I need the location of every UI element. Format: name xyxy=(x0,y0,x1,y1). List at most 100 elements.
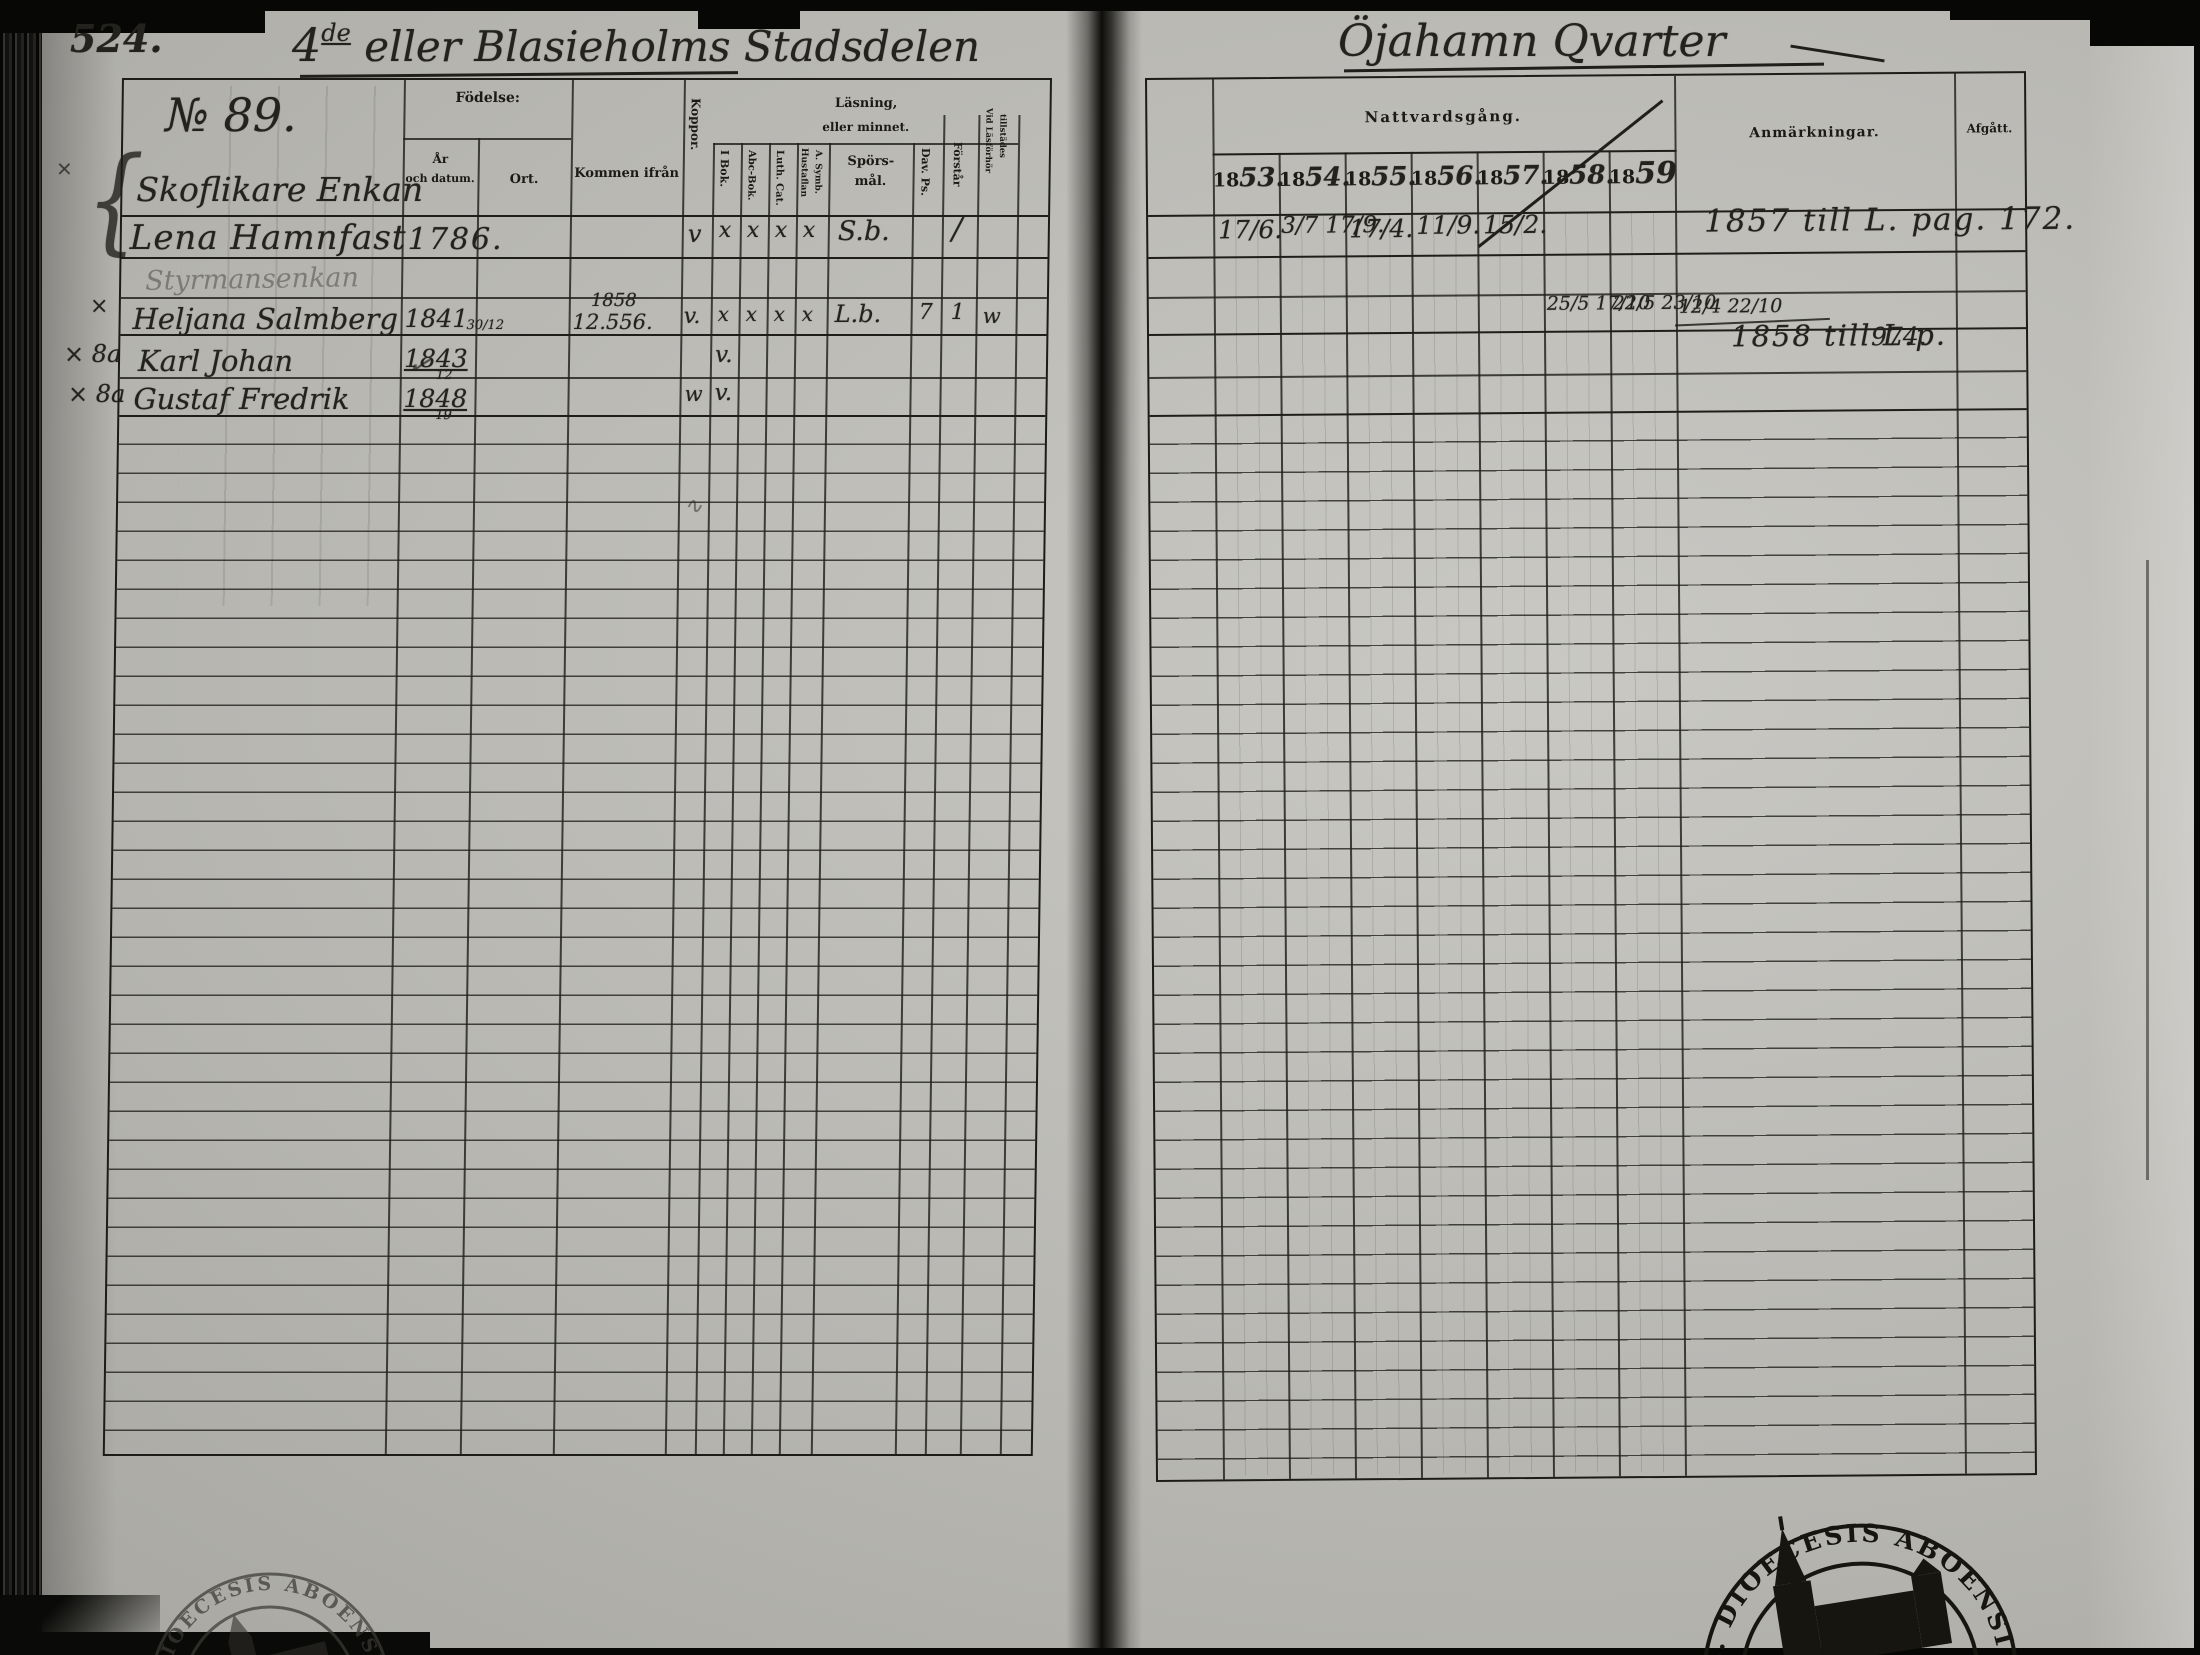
right-page-title: Öjahamn Qvarter xyxy=(1338,16,1726,67)
communion-date: 12/4 22/10 xyxy=(1678,295,1783,318)
reading-mark: x xyxy=(801,302,814,326)
column-header-vid-lasforhor: Vid Läsförhör xyxy=(982,108,994,173)
column-header-hustaflan: Hustaflan xyxy=(798,148,810,198)
column-header-tillstades: tillstädes xyxy=(996,114,1008,158)
column-header-sporsmal-1: Spörs- xyxy=(847,154,895,169)
column-header-ort: Ort. xyxy=(509,172,539,187)
year-printed: 18 xyxy=(1278,168,1306,191)
group-header-lasning: Läsning, xyxy=(834,96,898,111)
communion-date: 17/6. xyxy=(1218,214,1283,245)
column-header-koppor: Koppor. xyxy=(687,98,703,151)
left-page-title: 4de eller Blasieholms Stadsdelen xyxy=(292,18,980,72)
reading-mark: L.b. xyxy=(834,300,882,328)
communion-table-right: Nattvardsgång. Anmärkningar. Afgått. 185… xyxy=(1145,71,2076,1482)
year-printed: 18 xyxy=(1608,166,1636,189)
stray-squiggle: ∿ xyxy=(683,494,703,519)
reading-mark: 7 xyxy=(918,300,933,325)
reading-mark: w xyxy=(684,382,703,406)
church-icon xyxy=(1772,1516,1953,1655)
header-line xyxy=(403,138,572,140)
column-header-fodelse: Födelse: xyxy=(455,90,521,106)
entry-birth-lena: 1786. xyxy=(407,222,504,257)
entry-from-helena-page: 12.556. xyxy=(572,310,653,334)
entry-pencil-styrmansenkan: Styrmansenkan xyxy=(145,262,359,297)
reading-mark: v. xyxy=(683,304,701,329)
stamp-text-left: L. DIOECESIS ABOENSIS. xyxy=(114,1516,388,1655)
reading-mark: v xyxy=(687,220,702,248)
communion-date: 11/9. xyxy=(1416,210,1481,240)
years-top-line xyxy=(1212,149,1677,156)
reading-mark: ∕ xyxy=(951,212,963,247)
margin-brace: { xyxy=(86,132,145,267)
communion-date: 17/4. xyxy=(1349,213,1414,244)
year-printed: 18 xyxy=(1476,167,1504,190)
church-icon xyxy=(228,1614,340,1655)
svg-text:L. DIOECESIS ABOENSIS.: L. DIOECESIS ABOENSIS. xyxy=(114,1516,388,1655)
reading-mark: w xyxy=(982,304,1001,328)
reading-mark: v. xyxy=(714,380,733,406)
year-written: 59 xyxy=(1635,155,1678,192)
reading-mark: x xyxy=(774,218,788,243)
reading-mark: x xyxy=(718,218,732,243)
entry-birth-gustaf-frac: 19 xyxy=(435,408,452,423)
margin-x-mark: × xyxy=(56,156,73,180)
household-examination-table-left: № 89. Födelse: År och datum. Ort. Kommen… xyxy=(102,78,1052,1456)
record-number: № 89. xyxy=(165,88,298,142)
group-header-nattvardsgang: Nattvardsgång. xyxy=(1364,107,1523,127)
year-header-1856: 1856. xyxy=(1410,161,1483,192)
entry-birth-karl-frac: 12 xyxy=(435,368,453,383)
reading-mark: x xyxy=(802,218,816,243)
book-page-edges-left xyxy=(0,0,42,1655)
photo-corner-top-left xyxy=(0,0,265,33)
group-header-eller-minnet: eller minnet. xyxy=(822,120,910,134)
column-header-afgatt: Afgått. xyxy=(1966,121,2013,136)
margin-mark-row-e: × 8a xyxy=(64,340,122,368)
photo-corner-top-right2 xyxy=(2090,0,2200,46)
year-header-1859: 1859 xyxy=(1608,155,1678,192)
ruled-rows xyxy=(1149,409,2035,1480)
row-line xyxy=(120,297,1047,299)
column-header-sporsmal-2: mål. xyxy=(854,174,887,189)
photo-notch-top xyxy=(698,0,800,29)
column-header-abc-bok: Abc-Bok. xyxy=(745,150,757,201)
reading-mark: x xyxy=(773,302,786,326)
column-header-anmarkningar: Anmärkningar. xyxy=(1749,124,1880,142)
entry-occupation: Skoflikare Enkan xyxy=(136,170,424,209)
year-header-1853: 1853. xyxy=(1212,163,1285,194)
page-edge-crack xyxy=(2146,560,2149,1180)
district-number-suffix: de xyxy=(321,19,351,47)
entry-name-karl-johan: Karl Johan xyxy=(137,344,294,378)
stamp-dioecesis-aboensis-right: NL. DIOECESIS ABOENSIS. MAG. xyxy=(1686,1478,2021,1655)
column-header-forstar: Förstår xyxy=(950,142,965,187)
reading-mark: S.b. xyxy=(837,216,891,247)
entry-birth-helena: 1841 xyxy=(404,304,469,333)
margin-mark-row-d: × xyxy=(90,294,109,319)
column-header-luth-cat: Luth. Cat. xyxy=(773,150,785,206)
column-header-kommen-ifran: Kommen ifrån xyxy=(574,166,680,181)
entry-name-gustaf-fredrik: Gustaf Fredrik xyxy=(133,382,350,416)
page-number: 524. xyxy=(70,16,163,61)
ruled-rows xyxy=(104,416,1046,1454)
photo-border-top xyxy=(0,0,2200,11)
reading-mark: x xyxy=(746,218,760,243)
margin-mark-row-f: × 8a xyxy=(68,380,126,408)
year-printed: 18 xyxy=(1212,169,1240,192)
column-header-a-symb: A. Symb. xyxy=(812,150,823,194)
entry-name-lena-hamnfast: Lena Hamnfast xyxy=(129,218,407,258)
header-line xyxy=(713,143,1019,145)
entry-birth-helena-frac: 30/12 xyxy=(466,318,505,333)
remark-note-1857: 1857 till L. pag. 172. xyxy=(1704,200,2077,240)
reading-mark: v. xyxy=(714,342,733,368)
year-header-1854: 1854. xyxy=(1278,162,1351,193)
year-header-1855: 1855. xyxy=(1345,162,1417,193)
reading-mark: x xyxy=(745,302,758,326)
district-number: 4 xyxy=(292,18,322,72)
entry-from-helena-year: 1858 xyxy=(590,290,637,311)
entry-name-helena-salmberg: Heljana Salmberg xyxy=(132,302,399,336)
reading-mark: x xyxy=(717,302,730,326)
photo-border-bottom xyxy=(0,1648,2200,1655)
stamp-dioecesis-aboensis-left: L. DIOECESIS ABOENSIS. xyxy=(114,1516,392,1655)
year-printed: 18 xyxy=(1410,167,1438,190)
year-header-1857: 1857. xyxy=(1476,161,1549,192)
